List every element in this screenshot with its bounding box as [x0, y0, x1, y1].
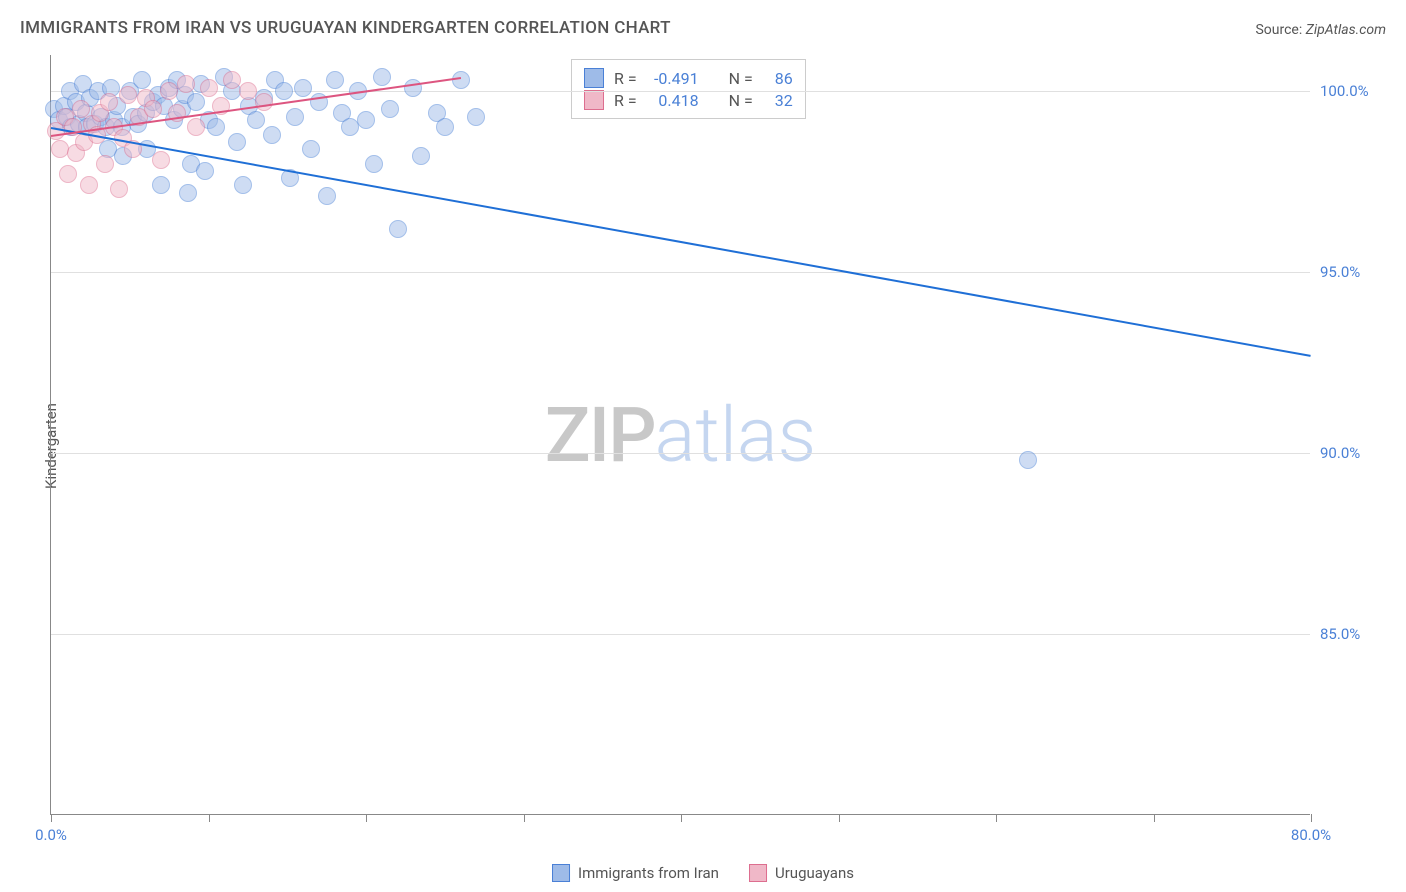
legend-swatch: [552, 864, 570, 882]
x-tick-label: 80.0%: [1291, 826, 1331, 844]
scatter-point: [381, 100, 399, 118]
r-value: 0.418: [647, 91, 699, 110]
legend-swatch: [584, 68, 604, 88]
watermark: ZIPatlas: [545, 390, 816, 480]
scatter-point: [436, 118, 454, 136]
scatter-point: [239, 82, 257, 100]
scatter-point: [1019, 451, 1037, 469]
x-tick: [1311, 814, 1312, 822]
scatter-point: [207, 118, 225, 136]
legend-label: Uruguayans: [775, 864, 854, 882]
legend-swatch: [584, 90, 604, 110]
gridline: [51, 634, 1310, 635]
chart-title: IMMIGRANTS FROM IRAN VS URUGUAYAN KINDER…: [20, 18, 671, 38]
x-tick: [366, 814, 367, 822]
scatter-point: [263, 126, 281, 144]
gridline: [51, 272, 1310, 273]
scatter-point: [187, 118, 205, 136]
scatter-point: [234, 176, 252, 194]
scatter-point: [119, 86, 137, 104]
r-value: -0.491: [647, 69, 699, 88]
scatter-point: [96, 155, 114, 173]
scatter-point: [255, 93, 273, 111]
scatter-point: [467, 108, 485, 126]
scatter-point: [187, 93, 205, 111]
scatter-point: [302, 140, 320, 158]
scatter-point: [152, 176, 170, 194]
n-label: N =: [729, 91, 753, 110]
y-tick-label: 85.0%: [1320, 625, 1390, 643]
scatter-point: [326, 71, 344, 89]
x-tick-label: 0.0%: [35, 826, 67, 844]
r-label: R =: [614, 69, 637, 88]
scatter-point: [100, 93, 118, 111]
scatter-point: [160, 82, 178, 100]
scatter-point: [286, 108, 304, 126]
scatter-point: [365, 155, 383, 173]
n-value: 86: [763, 69, 793, 88]
scatter-point: [373, 68, 391, 86]
legend-label: Immigrants from Iran: [578, 864, 719, 882]
legend-stats-row: R = -0.491 N = 86: [584, 68, 793, 88]
scatter-point: [110, 180, 128, 198]
gridline: [51, 453, 1310, 454]
n-label: N =: [729, 69, 753, 88]
x-tick: [996, 814, 997, 822]
scatter-point: [357, 111, 375, 129]
scatter-point: [144, 100, 162, 118]
x-tick: [51, 814, 52, 822]
source-label: Source:: [1255, 22, 1302, 38]
scatter-point: [177, 75, 195, 93]
scatter-point: [179, 184, 197, 202]
watermark-atlas: atlas: [655, 390, 817, 480]
x-tick: [681, 814, 682, 822]
scatter-point: [318, 187, 336, 205]
scatter-point: [59, 165, 77, 183]
scatter-point: [80, 176, 98, 194]
source-attribution: Source: ZipAtlas.com: [1255, 22, 1386, 38]
legend-item: Immigrants from Iran: [552, 864, 719, 882]
scatter-point: [196, 162, 214, 180]
scatter-point: [133, 71, 151, 89]
scatter-point: [200, 79, 218, 97]
legend-swatch: [749, 864, 767, 882]
scatter-point: [452, 71, 470, 89]
scatter-point: [275, 82, 293, 100]
r-label: R =: [614, 91, 637, 110]
x-tick: [839, 814, 840, 822]
n-value: 32: [763, 91, 793, 110]
watermark-zip: ZIP: [545, 390, 655, 480]
scatter-point: [152, 151, 170, 169]
y-tick-label: 90.0%: [1320, 444, 1390, 462]
x-tick: [1154, 814, 1155, 822]
x-tick: [209, 814, 210, 822]
scatter-point: [404, 79, 422, 97]
source-value: ZipAtlas.com: [1306, 22, 1386, 38]
scatter-point: [389, 220, 407, 238]
scatter-point: [412, 147, 430, 165]
scatter-point: [294, 79, 312, 97]
scatter-plot: ZIPatlas R =-0.491N =86R =0.418N =32 85.…: [50, 55, 1310, 815]
y-tick-label: 100.0%: [1320, 82, 1390, 100]
trend-line: [51, 127, 1311, 357]
legend-bottom: Immigrants from Iran Uruguayans: [552, 864, 854, 882]
scatter-point: [228, 133, 246, 151]
scatter-point: [247, 111, 265, 129]
y-tick-label: 95.0%: [1320, 263, 1390, 281]
legend-stats-row: R = 0.418 N = 32: [584, 90, 793, 110]
legend-item: Uruguayans: [749, 864, 854, 882]
scatter-point: [223, 71, 241, 89]
legend-statistics-box: R = -0.491 N = 86 R = 0.418 N = 32: [571, 59, 806, 119]
x-tick: [524, 814, 525, 822]
